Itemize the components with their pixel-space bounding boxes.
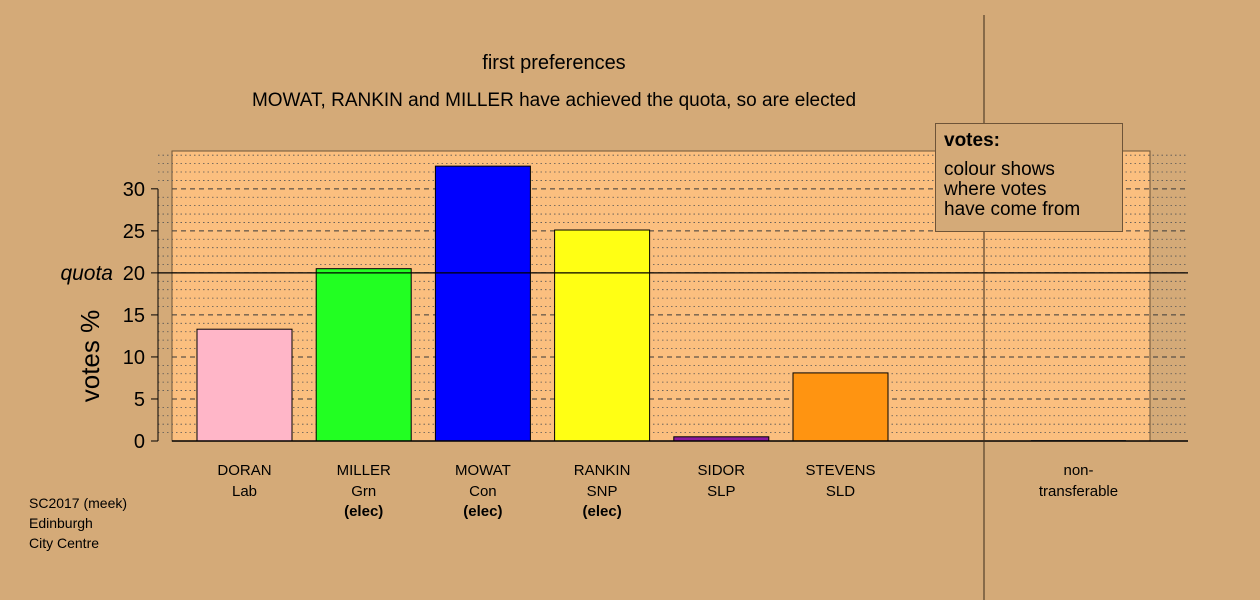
category-name-label: DORAN: [217, 462, 271, 479]
source-note: SC2017 (meek) Edinburgh City Centre: [29, 493, 127, 553]
quota-label: quota: [60, 262, 113, 285]
chart-subtitle: MOWAT, RANKIN and MILLER have achieved t…: [251, 90, 857, 111]
bars: [196, 165, 1126, 442]
y-tick-label: 30: [123, 179, 145, 201]
y-tick-label: 10: [123, 347, 145, 369]
category-party-label: Lab: [232, 483, 257, 500]
y-tick-label: 15: [123, 305, 145, 327]
category-name-label: MILLER: [337, 462, 391, 479]
y-tick-label: 0: [134, 431, 145, 453]
axes: [151, 15, 1188, 600]
category-party-label: SLD: [826, 483, 855, 500]
y-tick-label: 25: [123, 221, 145, 243]
category-status-label: (elec): [344, 503, 383, 520]
chart-title: first preferences: [482, 52, 626, 74]
category-party-label: SLP: [707, 483, 735, 500]
axis-labels: DORAN Lab MILLER Grn (elec) MOWAT Con (elec) RAN…: [60, 179, 1118, 520]
category-name-label: SIDOR: [698, 462, 746, 479]
y-axis-title: votes %: [75, 310, 105, 403]
bar-stevens: [792, 372, 889, 442]
legend-heading: votes:: [944, 130, 1000, 151]
category-name-label: MOWAT: [455, 462, 511, 479]
bar-miller: [315, 268, 412, 442]
source-line: Edinburgh: [29, 515, 93, 531]
bar-mowat: [434, 165, 531, 442]
source-line: City Centre: [29, 535, 100, 551]
y-tick-label: 5: [134, 389, 145, 411]
category-party-label: SNP: [587, 483, 618, 500]
legend-line: colour shows: [944, 159, 1055, 180]
category-name-label: STEVENS: [805, 462, 875, 479]
category-status-label: (elec): [463, 503, 502, 520]
legend-line: where votes: [944, 179, 1047, 200]
source-line: SC2017 (meek): [29, 495, 128, 511]
category-party-label: Con: [469, 483, 497, 500]
category-status-label: (elec): [583, 503, 622, 520]
bar-rankin: [554, 229, 651, 442]
bar-doran: [196, 328, 293, 442]
legend-line: have come from: [944, 199, 1081, 220]
category-party-label: Grn: [351, 483, 376, 500]
legend-box: votes: colour shows where votes have com…: [935, 123, 1123, 232]
nontransferable-label: transferable: [1039, 483, 1118, 500]
y-tick-label: 20: [123, 263, 145, 285]
category-name-label: RANKIN: [574, 462, 631, 479]
nontransferable-label: non-: [1063, 462, 1093, 479]
